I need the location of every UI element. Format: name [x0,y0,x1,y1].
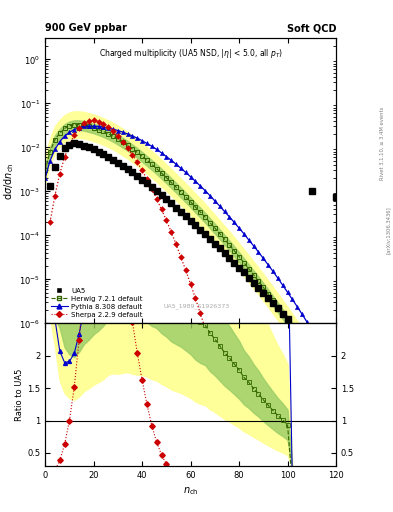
Text: Rivet 3.1.10, ≥ 3.4M events: Rivet 3.1.10, ≥ 3.4M events [380,106,384,180]
Y-axis label: $\mathrm{d}\sigma/\mathrm{d}n_\mathrm{ch}$: $\mathrm{d}\sigma/\mathrm{d}n_\mathrm{ch… [3,162,17,200]
Text: 900 GeV ppbar: 900 GeV ppbar [45,23,127,33]
Text: [arXiv:1306.3436]: [arXiv:1306.3436] [386,206,391,254]
Text: UA5_1989_S1926373: UA5_1989_S1926373 [163,304,230,309]
X-axis label: $n_\mathrm{ch}$: $n_\mathrm{ch}$ [183,485,198,497]
Legend: UA5, Herwig 7.2.1 default, Pythia 8.308 default, Sherpa 2.2.9 default: UA5, Herwig 7.2.1 default, Pythia 8.308 … [49,286,145,320]
Y-axis label: Ratio to UA5: Ratio to UA5 [15,369,24,421]
Text: Charged multiplicity (UA5 NSD, $|\eta|$ < 5.0, all $p_T$): Charged multiplicity (UA5 NSD, $|\eta|$ … [99,47,283,60]
Text: Soft QCD: Soft QCD [286,23,336,33]
